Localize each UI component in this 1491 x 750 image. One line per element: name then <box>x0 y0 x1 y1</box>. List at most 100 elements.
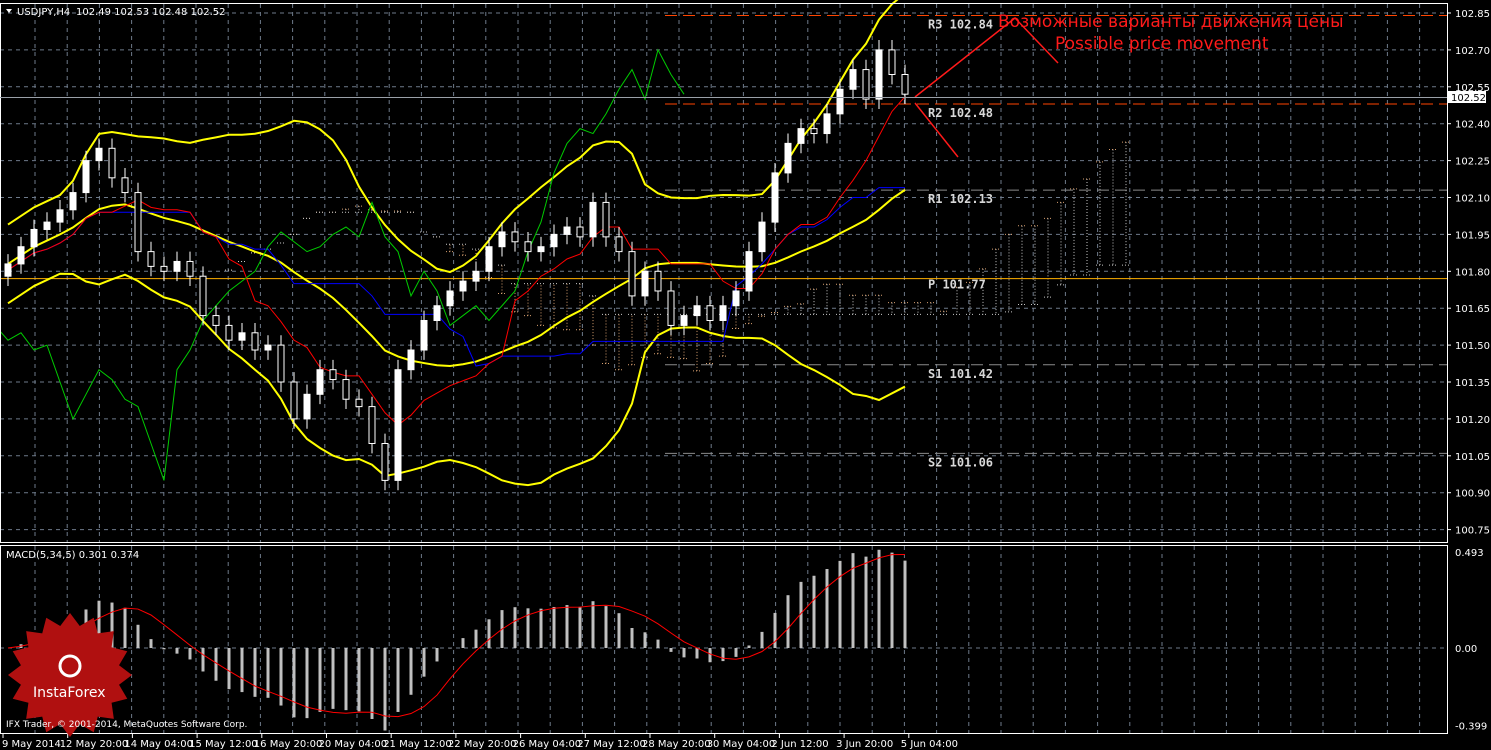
axes: 102.85 102.70 102.55 102.40 102.25 102.10 101.… <box>2 9 1490 750</box>
bull-candle <box>56 209 64 223</box>
annotation-russian: Возможные варианты движения цены <box>998 12 1344 32</box>
indicator-lines <box>0 0 906 487</box>
bull-candle <box>420 320 428 351</box>
price-tick-label: 102.70 <box>1455 46 1490 57</box>
bull-candle <box>797 128 805 144</box>
bull-candle <box>264 344 272 351</box>
pivot-lines: R3 102.84 R2 102.48 R1 102.13 P 101.77 S1 10… <box>0 14 1447 469</box>
symbol-timeframe: USDJPY,H4 <box>17 7 70 18</box>
chikou-span <box>0 48 685 481</box>
bull-candle <box>563 226 571 235</box>
time-tick-label: 20 May 04:00 <box>319 739 388 750</box>
bull-candle <box>849 69 857 90</box>
bear-candle <box>329 369 337 381</box>
price-tick-label: 101.20 <box>1455 415 1490 426</box>
down-scenario-arrow <box>914 102 959 158</box>
bear-candle <box>576 226 584 238</box>
bull-candle <box>17 246 25 265</box>
bear-candle <box>667 290 675 326</box>
bull-candle <box>446 290 454 307</box>
bull-candle <box>394 369 402 481</box>
bull-candle <box>472 270 480 282</box>
pivot-label: R1 102.13 <box>928 192 993 206</box>
bear-candle <box>121 177 129 194</box>
bull-candle <box>641 270 649 297</box>
grid <box>0 4 1447 733</box>
bull-candle <box>771 172 779 223</box>
bear-candle <box>186 260 194 277</box>
price-tick-label: 101.80 <box>1455 267 1490 278</box>
bollinger-middle <box>7 189 906 368</box>
time-tick-label: 5 Jun 04:00 <box>901 739 958 750</box>
bull-candle <box>719 305 727 321</box>
bull-candle <box>875 49 883 100</box>
bull-candle <box>680 315 688 326</box>
bull-candle <box>95 147 103 162</box>
bull-candle <box>43 221 51 230</box>
time-tick-label: 21 May 12:00 <box>383 739 452 750</box>
bull-candle <box>758 221 766 253</box>
price-tick-label: 101.65 <box>1455 304 1490 315</box>
price-movement-annotation: Возможные варианты движения цены Possibl… <box>914 12 1344 158</box>
time-tick-label: 12 May 20:00 <box>60 739 129 750</box>
bear-candle <box>199 275 207 317</box>
bear-candle <box>368 406 376 445</box>
macd-tick-label: 0.493 <box>1455 548 1484 559</box>
price-tick-label: 101.35 <box>1455 378 1490 389</box>
bear-candle <box>706 305 714 321</box>
bull-candle <box>433 305 441 321</box>
main-pane-frame <box>0 3 1448 543</box>
macd-signal-line <box>7 554 906 718</box>
price-tick-label: 102.85 <box>1455 9 1490 20</box>
bear-candle <box>524 241 532 253</box>
time-tick-label: 26 May 04:00 <box>513 739 582 750</box>
bull-candle <box>30 228 38 248</box>
bear-candle <box>654 270 662 292</box>
annotation-english: Possible price movement <box>1055 34 1269 54</box>
logo-emblem-icon <box>58 654 82 678</box>
price-tick-label: 102.10 <box>1455 194 1490 205</box>
bear-candle <box>134 192 142 253</box>
price-tick-label: 100.75 <box>1455 526 1490 537</box>
time-tick-label: 22 May 20:00 <box>448 739 517 750</box>
bear-candle <box>355 398 363 408</box>
kijun-sen <box>7 187 905 367</box>
bear-candle <box>277 344 285 383</box>
pivot-label: R3 102.84 <box>928 17 993 31</box>
bull-candle <box>550 233 558 248</box>
logo-text: InstaForex <box>33 685 106 701</box>
time-tick-label: 9 May 2014 <box>2 739 61 750</box>
bull-candle <box>82 160 90 194</box>
bollinger-lower <box>7 272 906 487</box>
bull-candle <box>537 246 545 253</box>
bull-candle <box>173 260 181 272</box>
bear-candle <box>862 69 870 100</box>
bear-candle <box>212 315 220 326</box>
chart-menu-triangle-icon[interactable] <box>6 9 12 13</box>
bull-candle <box>732 290 740 307</box>
bull-candle <box>238 332 246 341</box>
price-tick-label: 102.40 <box>1455 120 1490 131</box>
bear-candle <box>511 231 519 243</box>
bear-candle <box>225 324 233 341</box>
bear-candle <box>628 251 636 297</box>
bull-candle <box>745 251 753 292</box>
bear-candle <box>602 201 610 238</box>
time-tick-label: 16 May 20:00 <box>254 739 323 750</box>
current-price-label: 102.52 <box>1451 93 1486 104</box>
bull-candle <box>485 246 493 272</box>
pivot-label: R2 102.48 <box>928 106 993 120</box>
macd-label: MACD(5,34,5) 0.301 0.374 <box>6 550 139 561</box>
bull-candle <box>303 393 311 420</box>
time-tick-label: 27 May 12:00 <box>577 739 646 750</box>
bull-candle <box>316 369 324 395</box>
time-tick-label: 15 May 12:00 <box>189 739 258 750</box>
bull-candle <box>459 280 467 292</box>
price-tick-label: 101.50 <box>1455 341 1490 352</box>
price-tick-label: 100.90 <box>1455 489 1490 500</box>
bull-candle <box>4 263 12 277</box>
macd-pane-frame <box>0 545 1448 734</box>
bear-candle <box>888 49 896 76</box>
macd-pane <box>7 549 907 731</box>
